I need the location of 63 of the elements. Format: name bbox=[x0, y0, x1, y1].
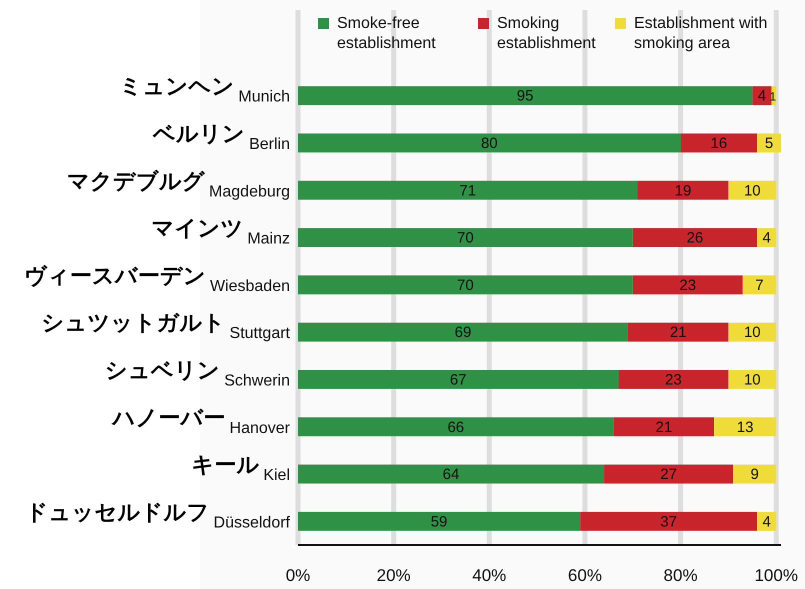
bar bbox=[298, 322, 628, 342]
bar bbox=[604, 464, 734, 484]
x-tick-label: 100% bbox=[754, 566, 798, 585]
bar bbox=[298, 133, 681, 152]
data-label: 70 bbox=[457, 230, 474, 247]
data-label: 21 bbox=[655, 418, 672, 436]
bar bbox=[728, 370, 776, 389]
data-label: 10 bbox=[744, 371, 761, 388]
x-tick-label: 40% bbox=[472, 566, 506, 585]
bar bbox=[638, 180, 728, 200]
bar bbox=[580, 512, 758, 531]
data-label: 64 bbox=[442, 466, 460, 484]
bar bbox=[298, 464, 604, 484]
data-label: 69 bbox=[454, 324, 472, 342]
data-label: 37 bbox=[660, 513, 677, 530]
bar bbox=[714, 417, 776, 436]
bar bbox=[728, 322, 776, 342]
data-label: 70 bbox=[457, 276, 474, 294]
bar bbox=[298, 512, 580, 531]
legend-label: Smoking establishment bbox=[497, 15, 596, 52]
bar bbox=[757, 133, 781, 152]
data-label: 95 bbox=[516, 88, 534, 105]
data-label: 4 bbox=[762, 230, 771, 247]
data-label: 27 bbox=[660, 466, 677, 484]
data-label: 23 bbox=[679, 276, 696, 294]
bar bbox=[733, 464, 776, 484]
data-label: 10 bbox=[744, 182, 761, 200]
data-label: 10 bbox=[744, 324, 761, 342]
data-label: 7 bbox=[755, 276, 764, 294]
bar bbox=[742, 275, 776, 294]
x-tick-label: 60% bbox=[568, 566, 602, 585]
bar bbox=[298, 180, 638, 200]
bar bbox=[298, 275, 633, 294]
data-label: 59 bbox=[430, 513, 448, 530]
data-label: 4 bbox=[762, 513, 771, 530]
data-label: 26 bbox=[686, 230, 704, 247]
bar bbox=[298, 228, 633, 248]
data-label: 21 bbox=[670, 324, 687, 342]
data-label: 4 bbox=[758, 88, 766, 105]
bar bbox=[298, 417, 614, 436]
data-label: 19 bbox=[674, 182, 692, 200]
bar bbox=[680, 133, 758, 152]
bar bbox=[618, 370, 728, 389]
legend-label: Smoke-free establishment bbox=[337, 15, 436, 52]
bar bbox=[614, 417, 714, 436]
data-label: 66 bbox=[447, 418, 464, 436]
x-tick-label: 0% bbox=[286, 566, 310, 585]
bar bbox=[298, 370, 618, 389]
bar bbox=[632, 275, 743, 294]
data-label: 16 bbox=[710, 134, 728, 152]
data-label: 9 bbox=[750, 466, 759, 484]
data-label: 23 bbox=[665, 371, 682, 388]
x-tick-label: 20% bbox=[376, 566, 411, 585]
data-label: 71 bbox=[459, 182, 476, 200]
bar bbox=[632, 228, 758, 248]
x-tick-label: 80% bbox=[664, 566, 698, 585]
bar bbox=[628, 322, 728, 342]
bar bbox=[298, 86, 752, 106]
data-label: 67 bbox=[450, 371, 467, 388]
legend-label: Establishment with smoking area bbox=[634, 15, 768, 52]
data-label: 13 bbox=[736, 418, 754, 436]
data-label: 5 bbox=[764, 134, 774, 152]
data-label: 80 bbox=[480, 134, 498, 152]
